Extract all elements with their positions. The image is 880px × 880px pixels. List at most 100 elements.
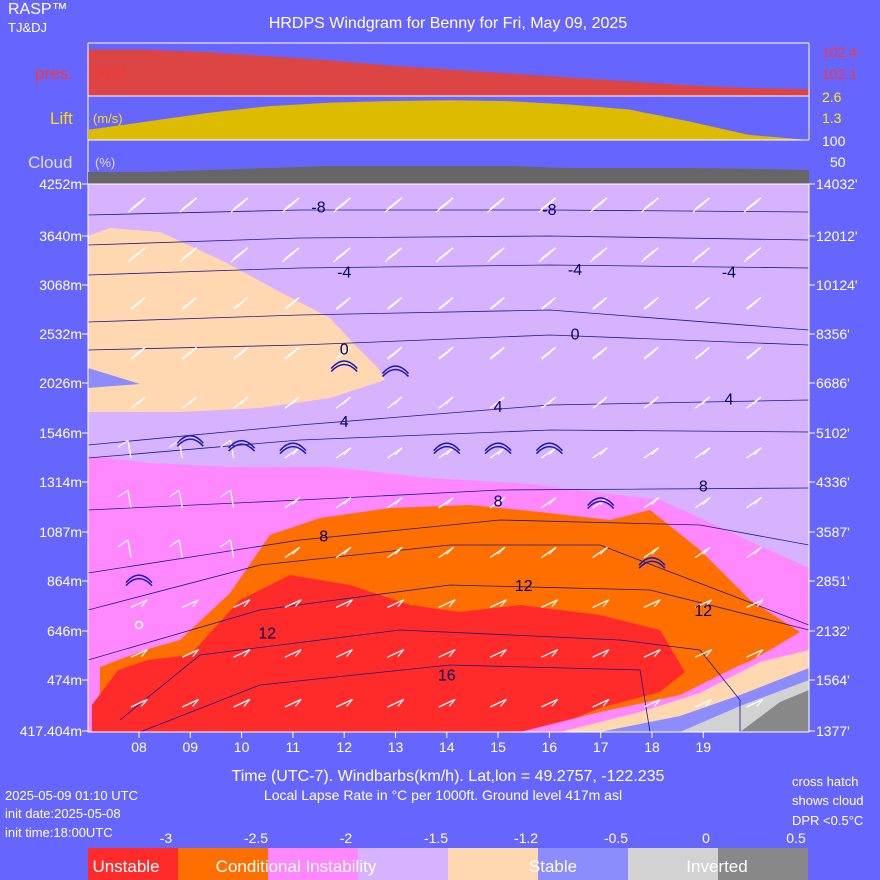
wind-barb (335, 599, 353, 608)
pressure-panel: pres. (kPa) 102.4 102.1 (35, 42, 857, 184)
contour-label: 0 (340, 342, 349, 359)
wind-barb (540, 396, 556, 409)
contour-line-11 (119, 629, 741, 732)
y-tick-label-right: 10124' (816, 277, 858, 293)
wind-barb (220, 489, 235, 508)
wind-barb (592, 649, 610, 658)
legend-swatch (268, 848, 358, 880)
contour-label: 8 (319, 528, 328, 545)
y-tick-label-left: 864m (47, 573, 82, 589)
wind-barb (128, 197, 146, 213)
wind-barb (233, 396, 249, 409)
calm-wind-circle (134, 620, 144, 630)
contour-label: -4 (722, 264, 736, 281)
contour-label: 16 (438, 668, 456, 685)
y-tick-label-left: 3640m (39, 228, 82, 244)
wind-barb (182, 698, 200, 708)
wind-barb (384, 247, 403, 263)
y-tick-label-left: 646m (47, 623, 82, 639)
init-date: init date:2025-05-08 (5, 806, 121, 821)
wind-barb (643, 496, 660, 509)
wind-barb (541, 496, 557, 509)
wind-barb (284, 496, 301, 509)
contour-line-3 (88, 309, 809, 331)
region-slightly-stable (88, 228, 385, 412)
note-line-1: cross hatch (792, 774, 858, 789)
pressure-area (88, 49, 809, 96)
y-axis-right: 14032' 12012' 10124' 8356' 6686' 5102' 4336' 35… (809, 176, 858, 739)
plot-frame (87, 183, 810, 733)
wind-barb (181, 346, 197, 360)
contour-label: 12 (258, 625, 276, 642)
lift-area (88, 100, 809, 140)
x-tick-label: 08 (131, 739, 147, 755)
contour-line-4 (88, 334, 809, 351)
wind-barb (233, 698, 251, 708)
legend-category-label: Stable (529, 857, 577, 876)
y-tick-label-left: 2026m (39, 375, 82, 391)
wind-barb (335, 396, 351, 409)
cumulus-marker (330, 360, 358, 372)
wind-barb (746, 546, 762, 559)
cumulus-marker (228, 439, 256, 452)
wind-barb (541, 649, 559, 658)
y-tick-label-left: 1314m (39, 474, 82, 490)
lift-label: Lift (50, 109, 73, 128)
legend-tick: 0 (702, 830, 710, 846)
y-tick-label-right: 12012' (816, 228, 858, 244)
wind-barb (589, 197, 608, 213)
y-tick-label-right: 2132' (816, 623, 850, 639)
legend-swatch (88, 848, 178, 880)
wind-barb (179, 197, 197, 213)
wind-barb (117, 439, 132, 459)
region-stable-patch (88, 368, 140, 388)
legend-tick: -0.5 (604, 830, 628, 846)
wind-barb (335, 297, 351, 310)
x-tick-label: 18 (644, 739, 660, 755)
wind-barb (643, 297, 659, 310)
x-tick-label: 16 (542, 739, 558, 755)
wind-barb (387, 297, 403, 310)
wind-barb (438, 698, 456, 708)
legend-swatch (628, 848, 718, 880)
y-tick-label-right: 6686' (816, 375, 850, 391)
contour-line-1 (88, 235, 809, 246)
wind-barb (592, 297, 608, 310)
y-tick-label-left: 3068m (39, 277, 82, 293)
wind-barb (130, 649, 148, 658)
wind-barb (284, 297, 300, 310)
contour-label: 4 (340, 414, 349, 431)
wind-barb (387, 396, 403, 409)
wind-barb (438, 546, 454, 559)
wind-barb (643, 346, 659, 360)
wind-barb (387, 496, 403, 509)
wind-barb (694, 396, 710, 409)
wind-barb (168, 489, 183, 508)
contour-label: 8 (699, 478, 708, 495)
wind-barb (181, 297, 197, 310)
pres-tick-high: 102.4 (822, 44, 857, 60)
wind-barb (746, 346, 762, 360)
note-line-3: DPR <0.5°C (792, 813, 863, 828)
wind-barb (387, 599, 405, 608)
wind-barb (182, 599, 200, 608)
pres-tick-low: 102.1 (822, 66, 857, 82)
cloud-tick-high: 100 (822, 133, 846, 149)
contour-line-8 (88, 519, 809, 574)
wind-barb (746, 599, 764, 608)
wind-barb (487, 197, 505, 213)
wind-barb (746, 447, 762, 459)
wind-barb (335, 546, 352, 559)
cloud-label: Cloud (28, 153, 72, 172)
wind-barb (384, 197, 403, 213)
wind-barb (743, 197, 762, 213)
wind-barb (168, 539, 183, 558)
y-tick-label-right: 1377' (816, 723, 850, 739)
wind-barb (128, 247, 146, 263)
wind-barb (692, 197, 710, 213)
cumulus-marker (638, 556, 666, 569)
cumulus-marker (433, 442, 461, 455)
wind-barb (489, 546, 506, 559)
legend-category-label: Conditional Instability (216, 857, 377, 876)
